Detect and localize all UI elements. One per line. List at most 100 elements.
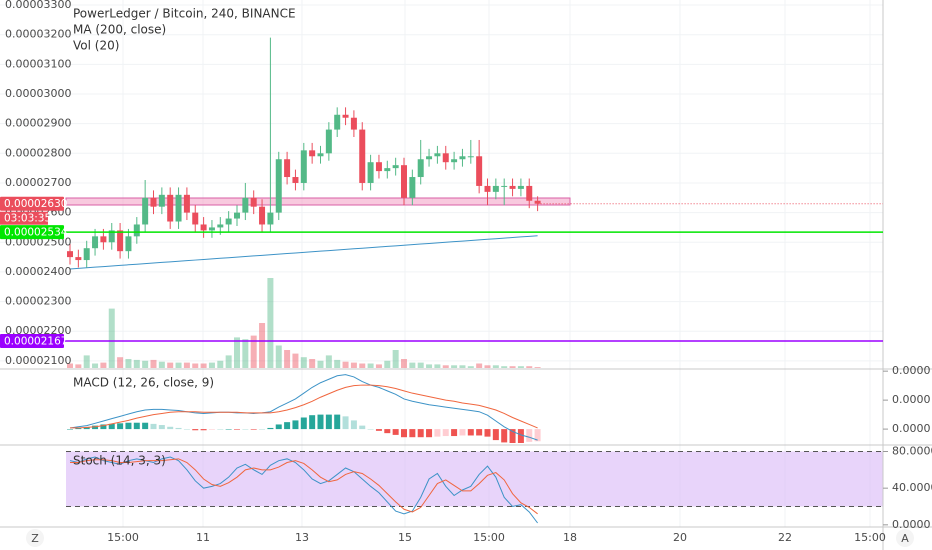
price-tick-label: 0.00002100	[5, 354, 71, 367]
macd-histogram-bar	[334, 414, 341, 430]
volume-bar	[92, 363, 99, 368]
macd-histogram-bar	[83, 427, 90, 430]
drawn-rectangle[interactable]	[65, 197, 571, 206]
time-tick-label: 15:00	[473, 531, 505, 544]
candle-body	[217, 224, 224, 228]
price-badge-label: 0.00002534	[4, 227, 68, 239]
volume-bar	[509, 366, 516, 368]
macd-histogram-bar	[208, 429, 215, 430]
macd-histogram-bar	[375, 429, 382, 431]
candle-body	[309, 150, 316, 157]
macd-histogram-bar	[158, 425, 165, 430]
candle-body	[359, 129, 366, 183]
volume-bar	[133, 359, 140, 368]
macd-histogram-bar	[275, 424, 282, 430]
time-tick-label: 20	[673, 531, 687, 544]
volume-bar	[459, 365, 466, 368]
macd-histogram-bar	[242, 429, 249, 430]
macd-histogram-bar	[67, 429, 73, 430]
macd-histogram-bar	[267, 427, 274, 430]
price-tick-label: 0.00002400	[5, 265, 71, 278]
time-tick-label: 22	[778, 531, 792, 544]
volume-bar	[492, 365, 499, 368]
volume	[67, 278, 541, 368]
price-tick-label: 0.00003100	[5, 57, 71, 70]
candle-body	[75, 257, 82, 261]
volume-bar	[526, 366, 533, 368]
macd-histogram-bar	[509, 429, 516, 443]
candle-body	[284, 159, 291, 178]
macd-histogram-bar	[417, 429, 424, 438]
price-pane	[67, 37, 541, 270]
volume-bar	[242, 339, 249, 368]
auto-button-label[interactable]: A	[901, 532, 909, 545]
candle-body	[442, 153, 449, 163]
price-tick-label: 0.00003300	[5, 0, 71, 11]
volume-bar	[359, 363, 366, 368]
macd-histogram-bar	[234, 429, 240, 430]
volume-bar	[467, 366, 474, 368]
volume-bar	[367, 363, 374, 368]
volume-bar	[192, 363, 199, 368]
candle-body	[317, 153, 324, 157]
macd-histogram-bar	[117, 423, 124, 430]
countdown-badge	[0, 211, 48, 225]
volume-bar	[342, 361, 349, 368]
candle-body	[142, 197, 149, 225]
candle-body	[208, 227, 215, 231]
macd-histogram-bar	[108, 423, 115, 430]
candle-body	[292, 177, 299, 183]
volume-bar	[442, 365, 449, 368]
macd-histogram-bar	[317, 414, 324, 430]
volume-bar	[484, 365, 491, 368]
candle-body	[426, 156, 433, 160]
volume-bar	[534, 367, 541, 368]
price-badge-label: 0.00002167	[4, 336, 67, 348]
zoom-button[interactable]	[26, 529, 44, 547]
volume-bar	[67, 363, 73, 368]
auto-button[interactable]	[896, 529, 914, 547]
volume-bar	[108, 308, 115, 368]
legend-vol: Vol (20)	[73, 39, 119, 53]
macd-histogram-bar	[434, 429, 441, 437]
macd-histogram-bar	[409, 429, 416, 438]
candle-body	[192, 212, 199, 225]
macd-histogram-bar	[100, 424, 107, 430]
candle-body	[325, 129, 332, 154]
macd-histogram-bar	[325, 414, 332, 430]
candle-body	[150, 197, 157, 207]
candle-body	[225, 218, 232, 225]
candle-body	[117, 230, 124, 252]
candle-body	[200, 224, 207, 231]
macd-histogram-bar	[442, 429, 449, 437]
macd-histogram-bar	[484, 429, 491, 437]
candle-body	[259, 206, 266, 225]
candle-body	[300, 150, 307, 183]
macd-histogram-bar	[92, 425, 99, 430]
macd-title: MACD (12, 26, close, 9)	[73, 376, 214, 390]
zoom-button-label[interactable]: Z	[31, 532, 39, 545]
volume-bar	[158, 361, 165, 368]
candle-body	[267, 212, 274, 225]
candle-body	[334, 114, 341, 130]
candle-body	[133, 224, 140, 237]
candle-body	[342, 114, 349, 118]
volume-bar	[208, 362, 215, 368]
volume-bar	[517, 366, 524, 368]
candle-body	[434, 153, 441, 157]
time-tick-label: 15:00	[107, 531, 139, 544]
price-tick-label: 0.00003000	[5, 87, 71, 100]
macd-histogram-bar	[167, 426, 174, 430]
macd-macd-line	[69, 374, 538, 441]
macd-histogram-bar	[350, 420, 357, 430]
macd-tick-label: 0.0000	[892, 422, 931, 435]
candle-body	[526, 185, 533, 201]
volume-bar	[300, 357, 307, 368]
volume-bar	[401, 359, 407, 368]
volume-bar	[501, 366, 508, 368]
price-tick-label: 0.00002200	[5, 324, 71, 337]
volume-bar	[284, 350, 291, 368]
candle-body	[451, 159, 458, 163]
indicators	[66, 374, 883, 524]
